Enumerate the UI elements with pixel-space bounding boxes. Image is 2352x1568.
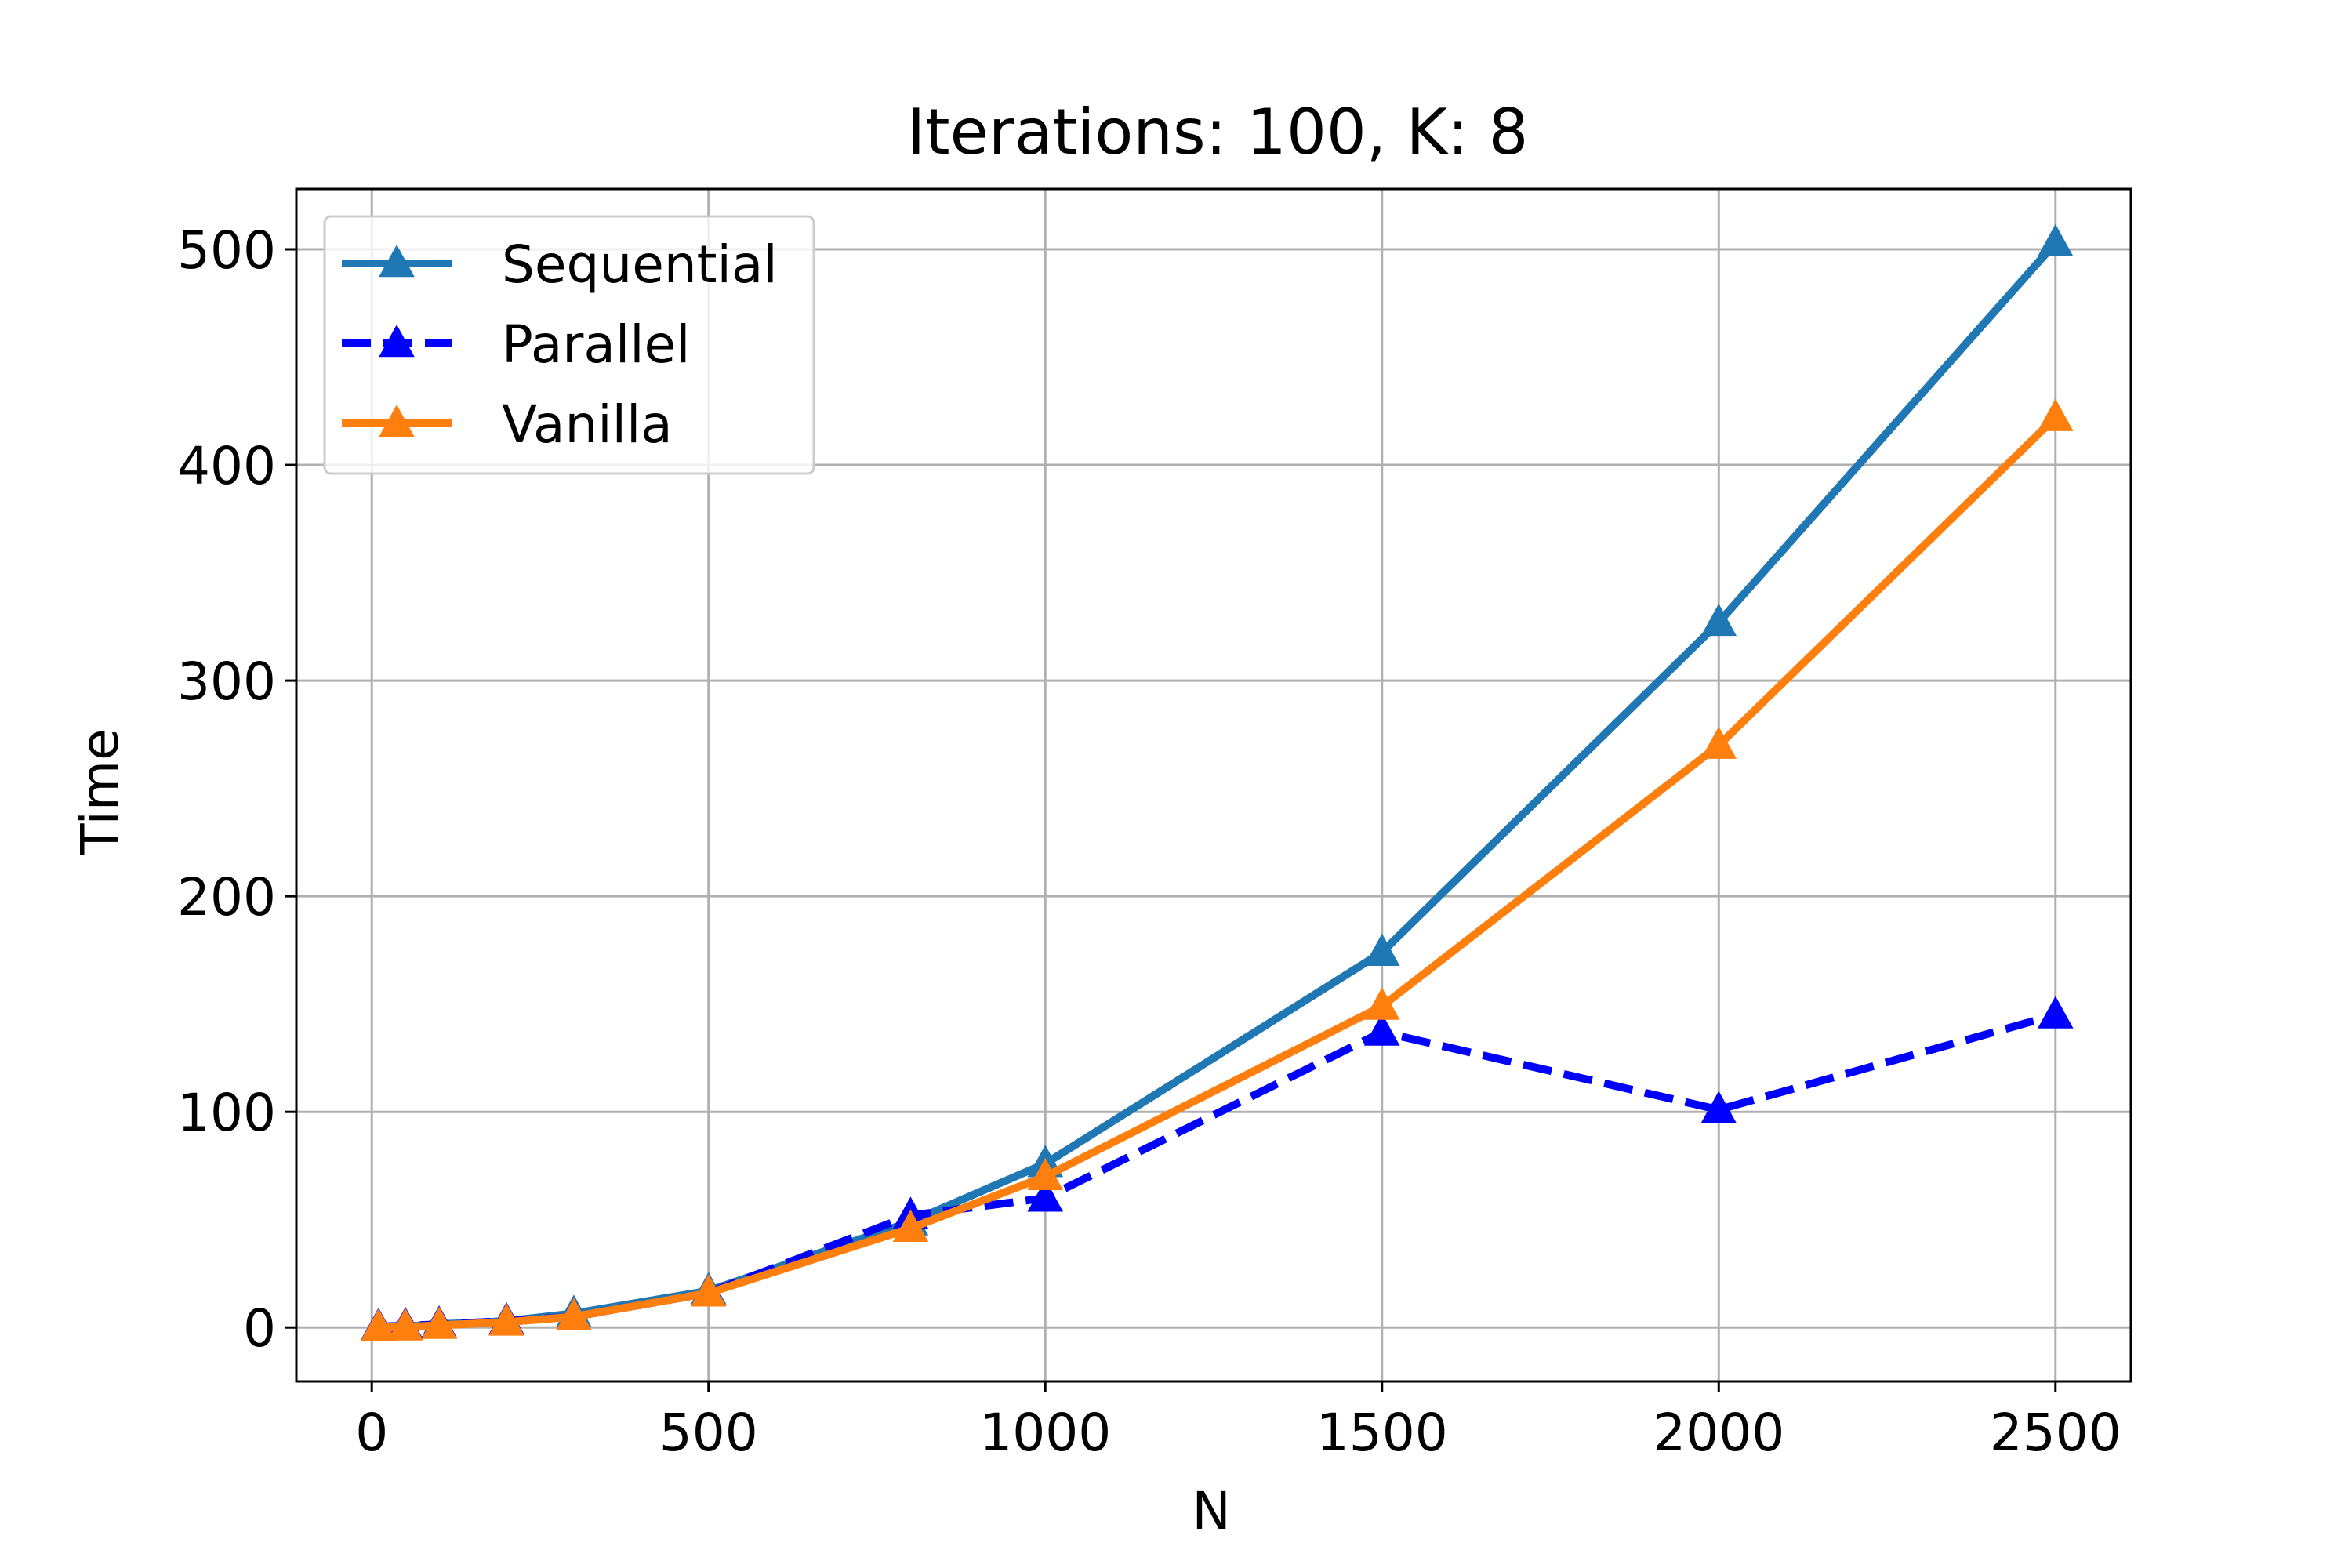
- legend-marker-vanilla: [379, 405, 415, 437]
- x-tick-label: 1500: [1316, 1403, 1448, 1463]
- legend-marker-sequential: [379, 245, 415, 278]
- data-point-vanilla: [361, 1308, 397, 1341]
- x-tick-label: 2500: [1990, 1403, 2122, 1463]
- chart-title: Iterations: 100, K: 8: [907, 96, 1529, 169]
- x-axis-label: N: [1192, 1481, 1230, 1541]
- legend: Sequential Parallel Vanilla: [323, 215, 815, 475]
- data-point-parallel: [1363, 1013, 1400, 1046]
- data-point-parallel: [1027, 1179, 1064, 1212]
- data-point-vanilla: [387, 1308, 423, 1341]
- axis-ticks: 0 500 1000 1500 2000 2500 0 100 200 300 400 500: [177, 220, 2122, 1463]
- plot-frame: [295, 187, 2132, 1383]
- data-point-sequential: [1700, 603, 1737, 637]
- data-point-sequential: [2037, 223, 2074, 257]
- x-tick-label: 500: [659, 1403, 758, 1463]
- y-tick-label: 100: [177, 1083, 276, 1143]
- grid-lines: [296, 189, 2131, 1381]
- data-point-vanilla: [690, 1274, 727, 1307]
- data-point-vanilla: [488, 1303, 524, 1336]
- legend-marker-parallel: [379, 325, 415, 358]
- data-point-vanilla: [556, 1298, 592, 1330]
- data-point-vanilla: [1363, 987, 1400, 1020]
- data-point-vanilla: [892, 1209, 929, 1242]
- data-point-vanilla: [1027, 1157, 1064, 1190]
- y-tick-label: 300: [177, 652, 276, 712]
- legend-box: [323, 215, 815, 475]
- series-layer: [361, 223, 2074, 1341]
- y-tick-label: 200: [177, 867, 276, 927]
- data-point-sequential: [1363, 933, 1400, 966]
- y-tick-label: 400: [177, 436, 276, 496]
- data-point-parallel: [1700, 1091, 1737, 1123]
- x-tick-label: 2000: [1653, 1403, 1784, 1463]
- legend-label-parallel: Parallel: [502, 314, 690, 375]
- x-tick-label: 0: [355, 1403, 388, 1463]
- y-tick-label: 500: [177, 220, 276, 281]
- x-tick-label: 1000: [979, 1403, 1111, 1463]
- y-axis-label: Time: [70, 728, 130, 856]
- data-point-parallel: [2037, 996, 2074, 1029]
- data-point-vanilla: [421, 1306, 457, 1339]
- data-point-vanilla: [1700, 726, 1737, 759]
- y-tick-label: 0: [243, 1298, 276, 1359]
- data-point-vanilla: [2037, 398, 2074, 431]
- legend-label-sequential: Sequential: [502, 234, 778, 295]
- legend-label-vanilla: Vanilla: [502, 394, 673, 455]
